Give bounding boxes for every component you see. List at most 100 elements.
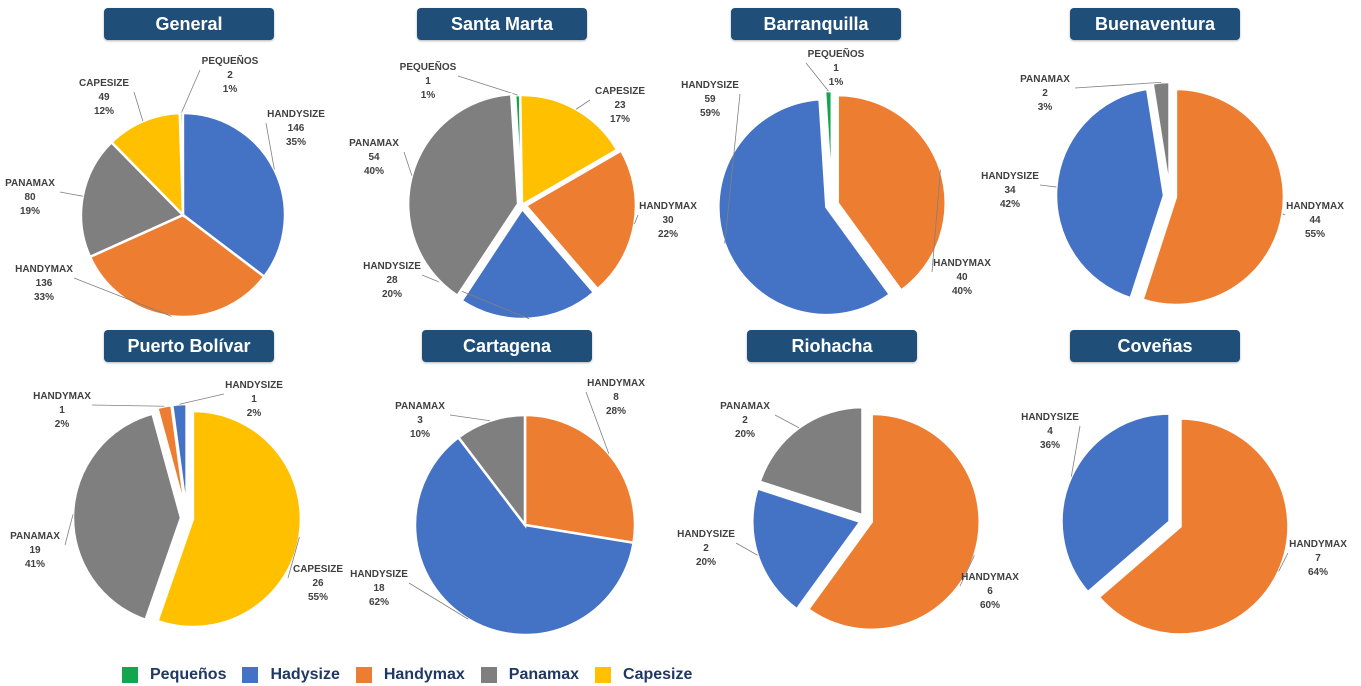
pie-slice-puerto-bolivar-panamax — [71, 412, 183, 622]
legend-swatch-panamax — [480, 667, 497, 683]
data-label-puerto-bolivar-handysize-pct: 2% — [247, 408, 262, 419]
leader-line-puerto-bolivar-panamax — [64, 514, 74, 546]
data-label-riohacha-handysize-value: 2 — [703, 543, 709, 554]
data-label-cartagena-panamax-name: PANAMAX — [395, 401, 445, 412]
pie-slice-covenas-handysize — [1060, 412, 1171, 594]
data-label-puerto-bolivar-panamax-pct: 41% — [25, 559, 45, 570]
data-label-riohacha-handymax-name: HANDYMAX — [961, 572, 1019, 583]
data-label-puerto-bolivar-handysize-value: 1 — [251, 394, 257, 405]
chart-title-covenas: Coveñas — [1070, 330, 1240, 362]
data-label-santa-marta-handysize-value: 28 — [386, 275, 398, 286]
data-label-santa-marta-handymax-name: HANDYMAX — [639, 201, 697, 212]
pie-slice-general-handysize — [181, 111, 287, 279]
chart-title-barranquilla: Barranquilla — [731, 8, 901, 40]
data-label-barranquilla-pequenos-name: PEQUEÑOS — [808, 47, 865, 60]
data-label-santa-marta-capesize-value: 23 — [614, 100, 626, 111]
data-label-santa-marta-panamax-value: 54 — [368, 152, 380, 163]
legend-label-panamax: Panamax — [508, 666, 580, 683]
data-label-puerto-bolivar-capesize-value: 26 — [312, 578, 324, 589]
data-label-cartagena-handymax-pct: 28% — [606, 406, 626, 417]
data-label-general-panamax-pct: 19% — [20, 206, 40, 217]
data-label-riohacha-handymax-value: 6 — [987, 586, 993, 597]
pie-slice-riohacha-handysize — [751, 486, 863, 611]
legend-item-handysize: Hadysize — [242, 666, 340, 684]
data-label-covenas-handysize-pct: 36% — [1040, 440, 1060, 451]
leader-line-santa-marta-capesize — [575, 99, 591, 110]
leader-line-general-pequenos — [180, 69, 201, 114]
leader-line-buenaventura-handysize — [1039, 184, 1057, 188]
legend-swatch-capesize — [595, 667, 612, 683]
leader-line-buenaventura-panamax — [1074, 81, 1162, 89]
leader-line-general-handysize — [265, 122, 275, 170]
pie-slice-puerto-bolivar-capesize — [155, 409, 303, 629]
data-label-general-handymax-pct: 33% — [34, 292, 54, 303]
pie-slice-buenaventura-handymax — [1140, 87, 1286, 307]
data-label-santa-marta-capesize-name: CAPESIZE — [595, 86, 645, 97]
data-label-cartagena-handymax-value: 8 — [613, 392, 619, 403]
data-label-general-panamax-value: 80 — [24, 192, 36, 203]
data-label-puerto-bolivar-panamax-name: PANAMAX — [10, 531, 60, 542]
pie-slice-general-panamax — [79, 140, 186, 259]
pie-slice-barranquilla-pequenos — [823, 89, 834, 200]
legend-label-pequenos: Pequeños — [150, 666, 227, 683]
leader-line-riohacha-panamax — [774, 414, 800, 429]
leader-line-cartagena-panamax — [449, 414, 490, 422]
leader-line-barranquilla-handymax — [931, 169, 941, 273]
data-label-covenas-handymax-name: HANDYMAX — [1289, 539, 1347, 550]
data-label-cartagena-panamax-pct: 10% — [410, 429, 430, 440]
leader-line-general-handymax — [73, 277, 172, 317]
data-label-barranquilla-handymax-pct: 40% — [952, 286, 972, 297]
data-label-buenaventura-handysize-pct: 42% — [1000, 199, 1020, 210]
leader-line-barranquilla-handysize — [724, 93, 741, 244]
data-label-general-handysize-name: HANDYSIZE — [267, 109, 325, 120]
data-label-santa-marta-pequenos-pct: 1% — [421, 90, 436, 101]
data-label-santa-marta-panamax-pct: 40% — [364, 166, 384, 177]
leader-line-cartagena-handysize — [408, 582, 469, 620]
legend-item-handymax: Handymax — [355, 666, 465, 684]
data-label-buenaventura-handymax-pct: 55% — [1305, 229, 1325, 240]
data-label-general-pequenos-name: PEQUEÑOS — [202, 54, 259, 67]
data-label-santa-marta-handymax-pct: 22% — [658, 229, 678, 240]
legend-item-capesize: Capesize — [595, 666, 692, 684]
data-label-general-pequenos-pct: 1% — [223, 84, 238, 95]
data-label-cartagena-panamax-value: 3 — [417, 415, 423, 426]
data-label-general-capesize-name: CAPESIZE — [79, 78, 129, 89]
chart-title-general: General — [104, 8, 274, 40]
pie-slice-riohacha-handymax — [806, 412, 981, 632]
data-label-santa-marta-panamax-name: PANAMAX — [349, 138, 399, 149]
pie-slice-buenaventura-handysize — [1054, 87, 1166, 300]
leader-line-general-panamax — [59, 191, 83, 197]
leader-line-riohacha-handysize — [735, 542, 758, 556]
legend-swatch-handymax — [355, 667, 372, 683]
leader-line-santa-marta-handymax — [634, 214, 639, 225]
leader-line-puerto-bolivar-handysize — [179, 393, 225, 405]
legend-swatch-handysize — [242, 667, 259, 683]
data-label-riohacha-handysize-name: HANDYSIZE — [677, 529, 735, 540]
data-label-covenas-handymax-value: 7 — [1315, 553, 1321, 564]
data-label-barranquilla-handysize-name: HANDYSIZE — [681, 80, 739, 91]
data-label-general-capesize-value: 49 — [98, 92, 110, 103]
data-label-covenas-handysize-name: HANDYSIZE — [1021, 412, 1079, 423]
data-label-buenaventura-panamax-pct: 3% — [1038, 102, 1053, 113]
data-label-cartagena-handysize-pct: 62% — [369, 597, 389, 608]
data-label-riohacha-handymax-pct: 60% — [980, 600, 1000, 611]
data-label-riohacha-panamax-name: PANAMAX — [720, 401, 770, 412]
data-label-puerto-bolivar-handymax-pct: 2% — [55, 419, 70, 430]
data-label-riohacha-panamax-pct: 20% — [735, 429, 755, 440]
data-label-puerto-bolivar-panamax-value: 19 — [29, 545, 41, 556]
data-label-general-handymax-name: HANDYMAX — [15, 264, 73, 275]
data-label-general-panamax-name: PANAMAX — [5, 178, 55, 189]
data-label-barranquilla-handymax-name: HANDYMAX — [933, 258, 991, 269]
data-label-puerto-bolivar-handymax-value: 1 — [59, 405, 65, 416]
leader-line-santa-marta-panamax — [403, 151, 413, 176]
chart-title-riohacha: Riohacha — [747, 330, 917, 362]
pie-slice-cartagena-panamax — [456, 413, 527, 529]
leader-line-puerto-bolivar-capesize — [287, 536, 300, 579]
legend-swatch-pequenos — [122, 667, 138, 683]
data-label-buenaventura-handysize-name: HANDYSIZE — [981, 171, 1039, 182]
data-label-riohacha-handysize-pct: 20% — [696, 557, 716, 568]
data-label-barranquilla-pequenos-value: 1 — [833, 63, 839, 74]
leader-line-barranquilla-pequenos — [805, 62, 829, 92]
data-label-general-handysize-value: 146 — [288, 123, 305, 134]
data-label-general-handysize-pct: 35% — [286, 137, 306, 148]
